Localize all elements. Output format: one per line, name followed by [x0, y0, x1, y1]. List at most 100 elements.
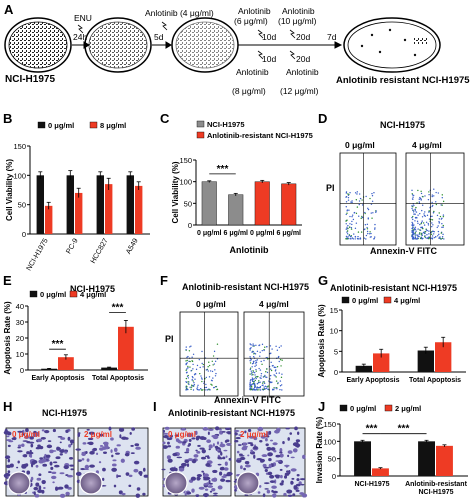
flow-dot: [415, 238, 417, 240]
flow-dot: [418, 235, 420, 238]
invaded-cell: [226, 431, 231, 434]
flow-dot: [414, 213, 416, 215]
invaded-cell: [186, 433, 193, 437]
flow-dot: [273, 389, 275, 391]
invaded-cell: [250, 443, 254, 447]
flow-dot: [264, 385, 267, 388]
invaded-cell: [52, 461, 58, 464]
invaded-cell: [283, 492, 287, 496]
flow-dot: [420, 197, 422, 200]
flow-dot: [349, 223, 351, 225]
label-anlotinib-4: Anlotinib (4 μg/ml): [145, 8, 214, 18]
flow-dot: [442, 226, 444, 228]
bar-b-1-1: [75, 192, 83, 234]
panel-a: A ENU 24: [4, 2, 470, 96]
flow-dot: [356, 206, 359, 208]
invaded-cell: [274, 430, 280, 434]
invaded-cell: [110, 449, 113, 453]
invaded-cell: [219, 430, 224, 435]
category-label: Total Apoptosis: [409, 377, 461, 384]
invaded-cell: [23, 454, 28, 458]
flow-dot: [418, 201, 420, 203]
invaded-cell: [214, 426, 220, 431]
flow-dot: [266, 371, 269, 374]
flow-dot: [360, 217, 362, 220]
invaded-cell: [96, 452, 99, 455]
flow-dot: [278, 360, 280, 363]
invaded-cell: [51, 471, 57, 475]
legend-swatch: [384, 404, 393, 412]
invaded-cell: [266, 446, 272, 451]
flow-dot: [358, 203, 360, 206]
y-tick-label: 100: [179, 178, 192, 187]
flow-dot: [189, 386, 191, 389]
flow-dot: [411, 194, 414, 196]
invaded-cell: [234, 432, 238, 436]
flow-dot: [274, 375, 276, 377]
invaded-cell: [253, 454, 256, 459]
flow-dot: [414, 220, 416, 222]
invaded-cell: [162, 429, 165, 433]
flow-dot: [206, 389, 209, 391]
invaded-cell: [275, 454, 281, 458]
flow-plot-f-0: [179, 311, 239, 397]
invaded-cell: [108, 426, 112, 431]
flow-dot: [351, 223, 353, 226]
invaded-cell: [213, 492, 218, 495]
invaded-cell: [206, 439, 211, 443]
invaded-cell: [40, 437, 46, 440]
flow-dot: [192, 368, 194, 370]
flow-dot: [261, 343, 264, 346]
flow-dot: [260, 375, 262, 377]
flow-dot: [193, 374, 196, 376]
bar-b-0-1: [66, 175, 74, 234]
flow-dot: [414, 216, 417, 219]
label-7d: 7d: [327, 32, 337, 42]
invaded-cell: [223, 467, 229, 471]
flow-dot: [201, 380, 203, 383]
flow-dot: [415, 230, 417, 232]
invaded-cell: [234, 488, 237, 492]
flow-dot: [347, 193, 349, 195]
flow-dot: [354, 227, 357, 230]
invaded-cell: [111, 454, 114, 458]
bar-g-0-1: [417, 350, 434, 372]
invaded-cell: [84, 464, 90, 470]
flow-dot: [427, 222, 429, 225]
flow-dot: [411, 216, 413, 219]
flow-dot: [193, 382, 195, 384]
flow-dot: [281, 389, 283, 391]
invaded-cell: [37, 444, 41, 448]
invaded-cell: [124, 452, 130, 457]
flow-dot: [249, 367, 252, 369]
bar-g-1-1: [435, 342, 452, 372]
flow-dot: [427, 211, 430, 213]
invaded-cell: [22, 440, 28, 442]
invaded-cell: [163, 432, 169, 435]
panel-letter-h: H: [3, 399, 12, 414]
invaded-cell: [75, 471, 82, 477]
flow-dot: [412, 224, 414, 226]
invaded-cell: [7, 444, 11, 448]
flow-dot: [212, 355, 215, 357]
flow-dot: [419, 237, 422, 240]
flow-plot-d-4: [405, 152, 465, 246]
invaded-cell: [269, 480, 275, 484]
flow-dot: [430, 218, 432, 221]
significance-label: ***: [52, 339, 64, 350]
invaded-cell: [43, 487, 46, 490]
label-anlotinib-12: (12 μg/ml): [280, 86, 319, 96]
invaded-cell: [271, 489, 274, 493]
invaded-cell: [274, 479, 277, 484]
flow-dot: [277, 382, 279, 384]
invaded-cell: [180, 427, 187, 431]
invaded-cell: [86, 428, 90, 431]
invaded-cell: [265, 435, 270, 438]
flow-dot: [250, 372, 253, 374]
flow-dot: [417, 214, 419, 216]
invaded-cell: [259, 484, 262, 488]
invaded-cell: [41, 479, 46, 485]
flow-dot: [186, 388, 188, 390]
invaded-cell: [284, 464, 290, 467]
flow-dot: [250, 388, 252, 391]
